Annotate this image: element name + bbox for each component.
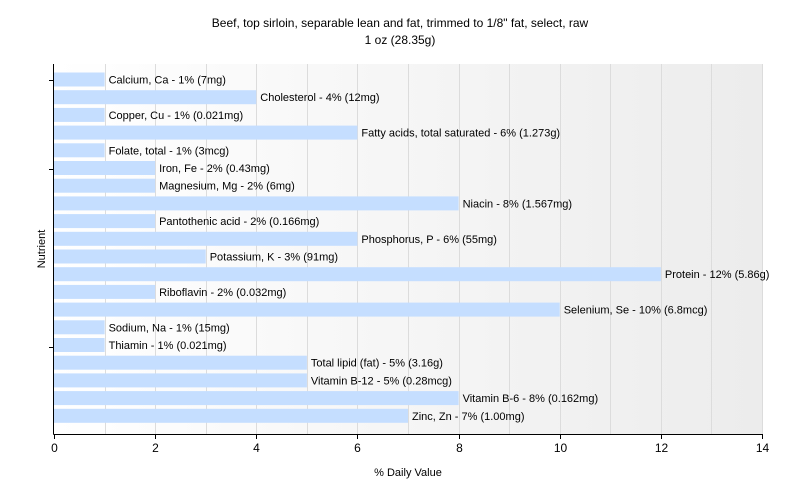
- bar-label: Total lipid (fat) - 5% (3.16g): [311, 358, 443, 370]
- bar: [54, 355, 307, 370]
- x-tick-label: 8: [456, 441, 463, 455]
- x-tick-label: 4: [253, 441, 260, 455]
- bar: [54, 107, 105, 122]
- bar-label: Riboflavin - 2% (0.032mg): [159, 287, 286, 299]
- bar: [54, 391, 459, 406]
- bar-label: Selenium, Se - 10% (6.8mcg): [564, 305, 708, 317]
- bar-label: Zinc, Zn - 7% (1.00mg): [412, 411, 524, 423]
- bar-label: Potassium, K - 3% (91mg): [210, 252, 338, 264]
- chart-subtitle: 1 oz (28.35g): [364, 33, 436, 47]
- bar-label: Protein - 12% (5.86g): [665, 269, 770, 281]
- bar: [54, 320, 105, 335]
- bar: [54, 267, 661, 282]
- bar-label: Pantothenic acid - 2% (0.166mg): [159, 216, 319, 228]
- bar: [54, 90, 257, 105]
- grid-lines: [105, 64, 763, 434]
- bar: [54, 125, 358, 140]
- bar-label: Sodium, Na - 1% (15mg): [109, 322, 230, 334]
- bar: [54, 249, 206, 264]
- bar: [54, 284, 156, 299]
- x-tick-label: 10: [554, 441, 568, 455]
- bar: [54, 196, 459, 211]
- bar-label: Phosphorus, P - 6% (55mg): [361, 234, 497, 246]
- bar-label: Folate, total - 1% (3mcg): [109, 145, 229, 157]
- bar-label: Fatty acids, total saturated - 6% (1.273…: [361, 128, 560, 140]
- bar-label: Iron, Fe - 2% (0.43mg): [159, 163, 270, 175]
- axes: 0 2 4 6 8 10 12 14: [49, 64, 769, 455]
- bar: [54, 338, 105, 352]
- bar: [54, 231, 358, 246]
- bar: [54, 408, 408, 423]
- bar: [54, 72, 105, 87]
- bar: [54, 143, 105, 158]
- bars: Calcium, Ca - 1% (7mg) Cholesterol - 4% (…: [54, 72, 770, 423]
- y-axis-title: Nutrient: [36, 230, 48, 269]
- bar-label: Magnesium, Mg - 2% (6mg): [159, 181, 295, 193]
- bar-label: Niacin - 8% (1.567mg): [463, 198, 572, 210]
- bar: [54, 178, 156, 193]
- bar-label: Copper, Cu - 1% (0.021mg): [109, 110, 244, 122]
- x-tick-label: 0: [51, 441, 58, 455]
- bar: [54, 214, 156, 229]
- bar: [54, 161, 156, 175]
- x-tick-label: 12: [655, 441, 669, 455]
- bar: [54, 373, 307, 388]
- x-tick-label: 2: [152, 441, 159, 455]
- bar-label: Vitamin B-6 - 8% (0.162mg): [463, 393, 599, 405]
- chart-title-block: Beef, top sirloin, separable lean and fa…: [0, 15, 800, 49]
- bar-label: Calcium, Ca - 1% (7mg): [109, 75, 226, 87]
- x-axis-title: % Daily Value: [374, 467, 442, 479]
- bar: [54, 302, 560, 317]
- bar-label: Vitamin B-12 - 5% (0.28mcg): [311, 375, 452, 387]
- bar-label: Cholesterol - 4% (12mg): [260, 92, 379, 104]
- x-tick-label: 6: [354, 441, 361, 455]
- chart-title: Beef, top sirloin, separable lean and fa…: [211, 16, 589, 30]
- bar-label: Thiamin - 1% (0.021mg): [109, 340, 227, 352]
- x-tick-label: 14: [756, 441, 770, 455]
